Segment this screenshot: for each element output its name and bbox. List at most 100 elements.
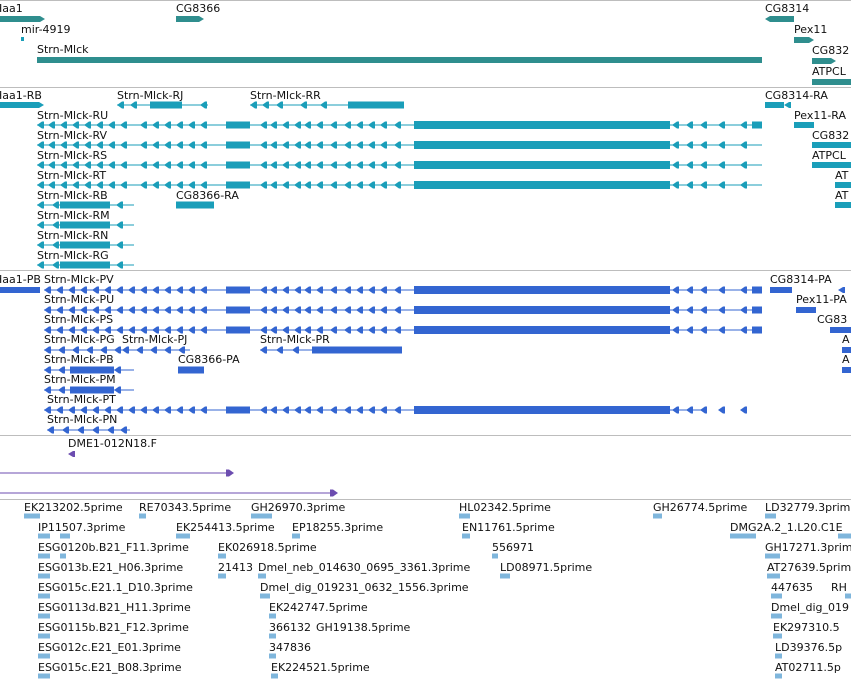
exon-chevron[interactable]	[270, 141, 277, 149]
exon-chevron[interactable]	[77, 426, 84, 434]
transcript-label[interactable]: Strn-Mlck-RS	[37, 149, 108, 162]
exon-chevron[interactable]	[672, 286, 679, 294]
exon-chevron[interactable]	[260, 326, 267, 334]
exon-chevron[interactable]	[356, 121, 363, 129]
est-glyph[interactable]	[775, 653, 782, 659]
exon-chevron[interactable]	[120, 141, 127, 149]
exon-chevron[interactable]	[44, 346, 51, 354]
exon-chevron[interactable]	[52, 201, 59, 209]
gene-label[interactable]: ATPCL	[812, 65, 846, 78]
exon-chevron[interactable]	[686, 161, 693, 169]
exon-chevron[interactable]	[48, 161, 55, 169]
exon-chevron[interactable]	[44, 326, 51, 334]
clone-glyph[interactable]	[68, 451, 75, 457]
exon-chevron[interactable]	[294, 121, 301, 129]
exon-chevron[interactable]	[150, 346, 157, 354]
exon-chevron[interactable]	[176, 406, 183, 414]
exon-chevron[interactable]	[108, 121, 115, 129]
exon-chevron[interactable]	[700, 161, 707, 169]
transcript-label[interactable]: CG8314-RA	[765, 89, 828, 102]
exon-chevron[interactable]	[394, 286, 401, 294]
est-glyph[interactable]	[38, 653, 50, 659]
protein-label[interactable]: Strn-Mlck-PU	[44, 293, 115, 306]
feature-block[interactable]	[60, 201, 110, 209]
transcript-label[interactable]: Strn-Mlck-RU	[37, 109, 109, 122]
transcript-label[interactable]: Strn-Mlck-RV	[37, 129, 108, 142]
transcript-label[interactable]: Haa1-RB	[0, 89, 42, 102]
exon-chevron[interactable]	[260, 406, 267, 414]
exon-chevron[interactable]	[60, 141, 67, 149]
gene-label[interactable]: Strn-Mlck	[37, 43, 89, 56]
exon-chevron[interactable]	[356, 161, 363, 169]
est-label[interactable]: GH26774.5prime	[653, 501, 748, 514]
exon-chevron[interactable]	[294, 181, 301, 189]
exon-chevron[interactable]	[140, 406, 147, 414]
feature-block[interactable]	[414, 306, 670, 314]
exon-chevron[interactable]	[330, 121, 337, 129]
transcript-label[interactable]: Strn-Mlck-RT	[37, 169, 107, 182]
protein-label[interactable]: Haa1-PB	[0, 273, 41, 286]
est-label[interactable]: EK026918.5prime	[218, 541, 317, 554]
feature-block[interactable]	[414, 161, 670, 169]
feature-block[interactable]	[70, 366, 114, 374]
est-glyph[interactable]	[38, 613, 50, 619]
est-label[interactable]: EN11761.5prime	[462, 521, 555, 534]
exon-chevron[interactable]	[68, 306, 75, 314]
exon-chevron[interactable]	[164, 181, 171, 189]
exon-chevron[interactable]	[152, 306, 159, 314]
exon-chevron[interactable]	[116, 286, 123, 294]
exon-chevron[interactable]	[122, 346, 129, 354]
est-glyph[interactable]	[292, 533, 300, 539]
est-glyph[interactable]	[838, 533, 851, 539]
exon-chevron[interactable]	[176, 161, 183, 169]
exon-chevron[interactable]	[368, 306, 375, 314]
est-glyph[interactable]	[462, 533, 470, 539]
exon-chevron[interactable]	[188, 306, 195, 314]
exon-chevron[interactable]	[44, 366, 51, 374]
exon-chevron[interactable]	[72, 121, 79, 129]
exon-chevron[interactable]	[330, 181, 337, 189]
protein-label[interactable]: Strn-Mlck-PR	[260, 333, 330, 346]
est-label[interactable]: ESG012c.E21_E01.3prime	[38, 641, 181, 654]
transcript-glyph[interactable]	[812, 162, 851, 168]
feature-block[interactable]	[226, 406, 250, 414]
exon-chevron[interactable]	[152, 326, 159, 334]
est-label[interactable]: EK224521.5prime	[271, 661, 370, 674]
exon-chevron[interactable]	[84, 121, 91, 129]
exon-chevron[interactable]	[718, 121, 725, 129]
exon-chevron[interactable]	[116, 326, 123, 334]
feature-block[interactable]	[226, 141, 250, 149]
est-label[interactable]: EP18255.3prime	[292, 521, 384, 534]
exon-chevron[interactable]	[700, 406, 707, 414]
exon-chevron[interactable]	[282, 306, 289, 314]
exon-chevron[interactable]	[60, 161, 67, 169]
exon-chevron[interactable]	[116, 201, 123, 209]
est-glyph[interactable]	[251, 513, 272, 519]
est-label[interactable]: LD39376.5p	[775, 641, 843, 654]
exon-chevron[interactable]	[140, 161, 147, 169]
exon-chevron[interactable]	[316, 286, 323, 294]
est-label[interactable]: Dmel_dig_019231_0632_1556.3prime	[260, 581, 469, 594]
est-glyph[interactable]	[260, 593, 270, 599]
est-label[interactable]: ESG015c.E21_B08.3prime	[38, 661, 182, 674]
feature-block[interactable]	[70, 386, 114, 394]
exon-chevron[interactable]	[282, 406, 289, 414]
transcript-label[interactable]: Strn-Mlck-RN	[37, 229, 109, 242]
exon-chevron[interactable]	[330, 286, 337, 294]
exon-chevron[interactable]	[380, 121, 387, 129]
exon-chevron[interactable]	[80, 286, 87, 294]
exon-chevron[interactable]	[260, 181, 267, 189]
feature-block[interactable]	[226, 286, 250, 294]
gene-label[interactable]: mir-4919	[21, 23, 71, 36]
exon-chevron[interactable]	[262, 101, 269, 109]
protein-label[interactable]: Strn-Mlck-PS	[44, 313, 114, 326]
exon-chevron[interactable]	[718, 286, 725, 294]
exon-chevron[interactable]	[130, 101, 137, 109]
exon-chevron[interactable]	[116, 306, 123, 314]
est-glyph[interactable]	[24, 513, 40, 519]
exon-chevron[interactable]	[304, 406, 311, 414]
exon-chevron[interactable]	[330, 141, 337, 149]
exon-chevron[interactable]	[60, 181, 67, 189]
exon-chevron[interactable]	[107, 426, 114, 434]
